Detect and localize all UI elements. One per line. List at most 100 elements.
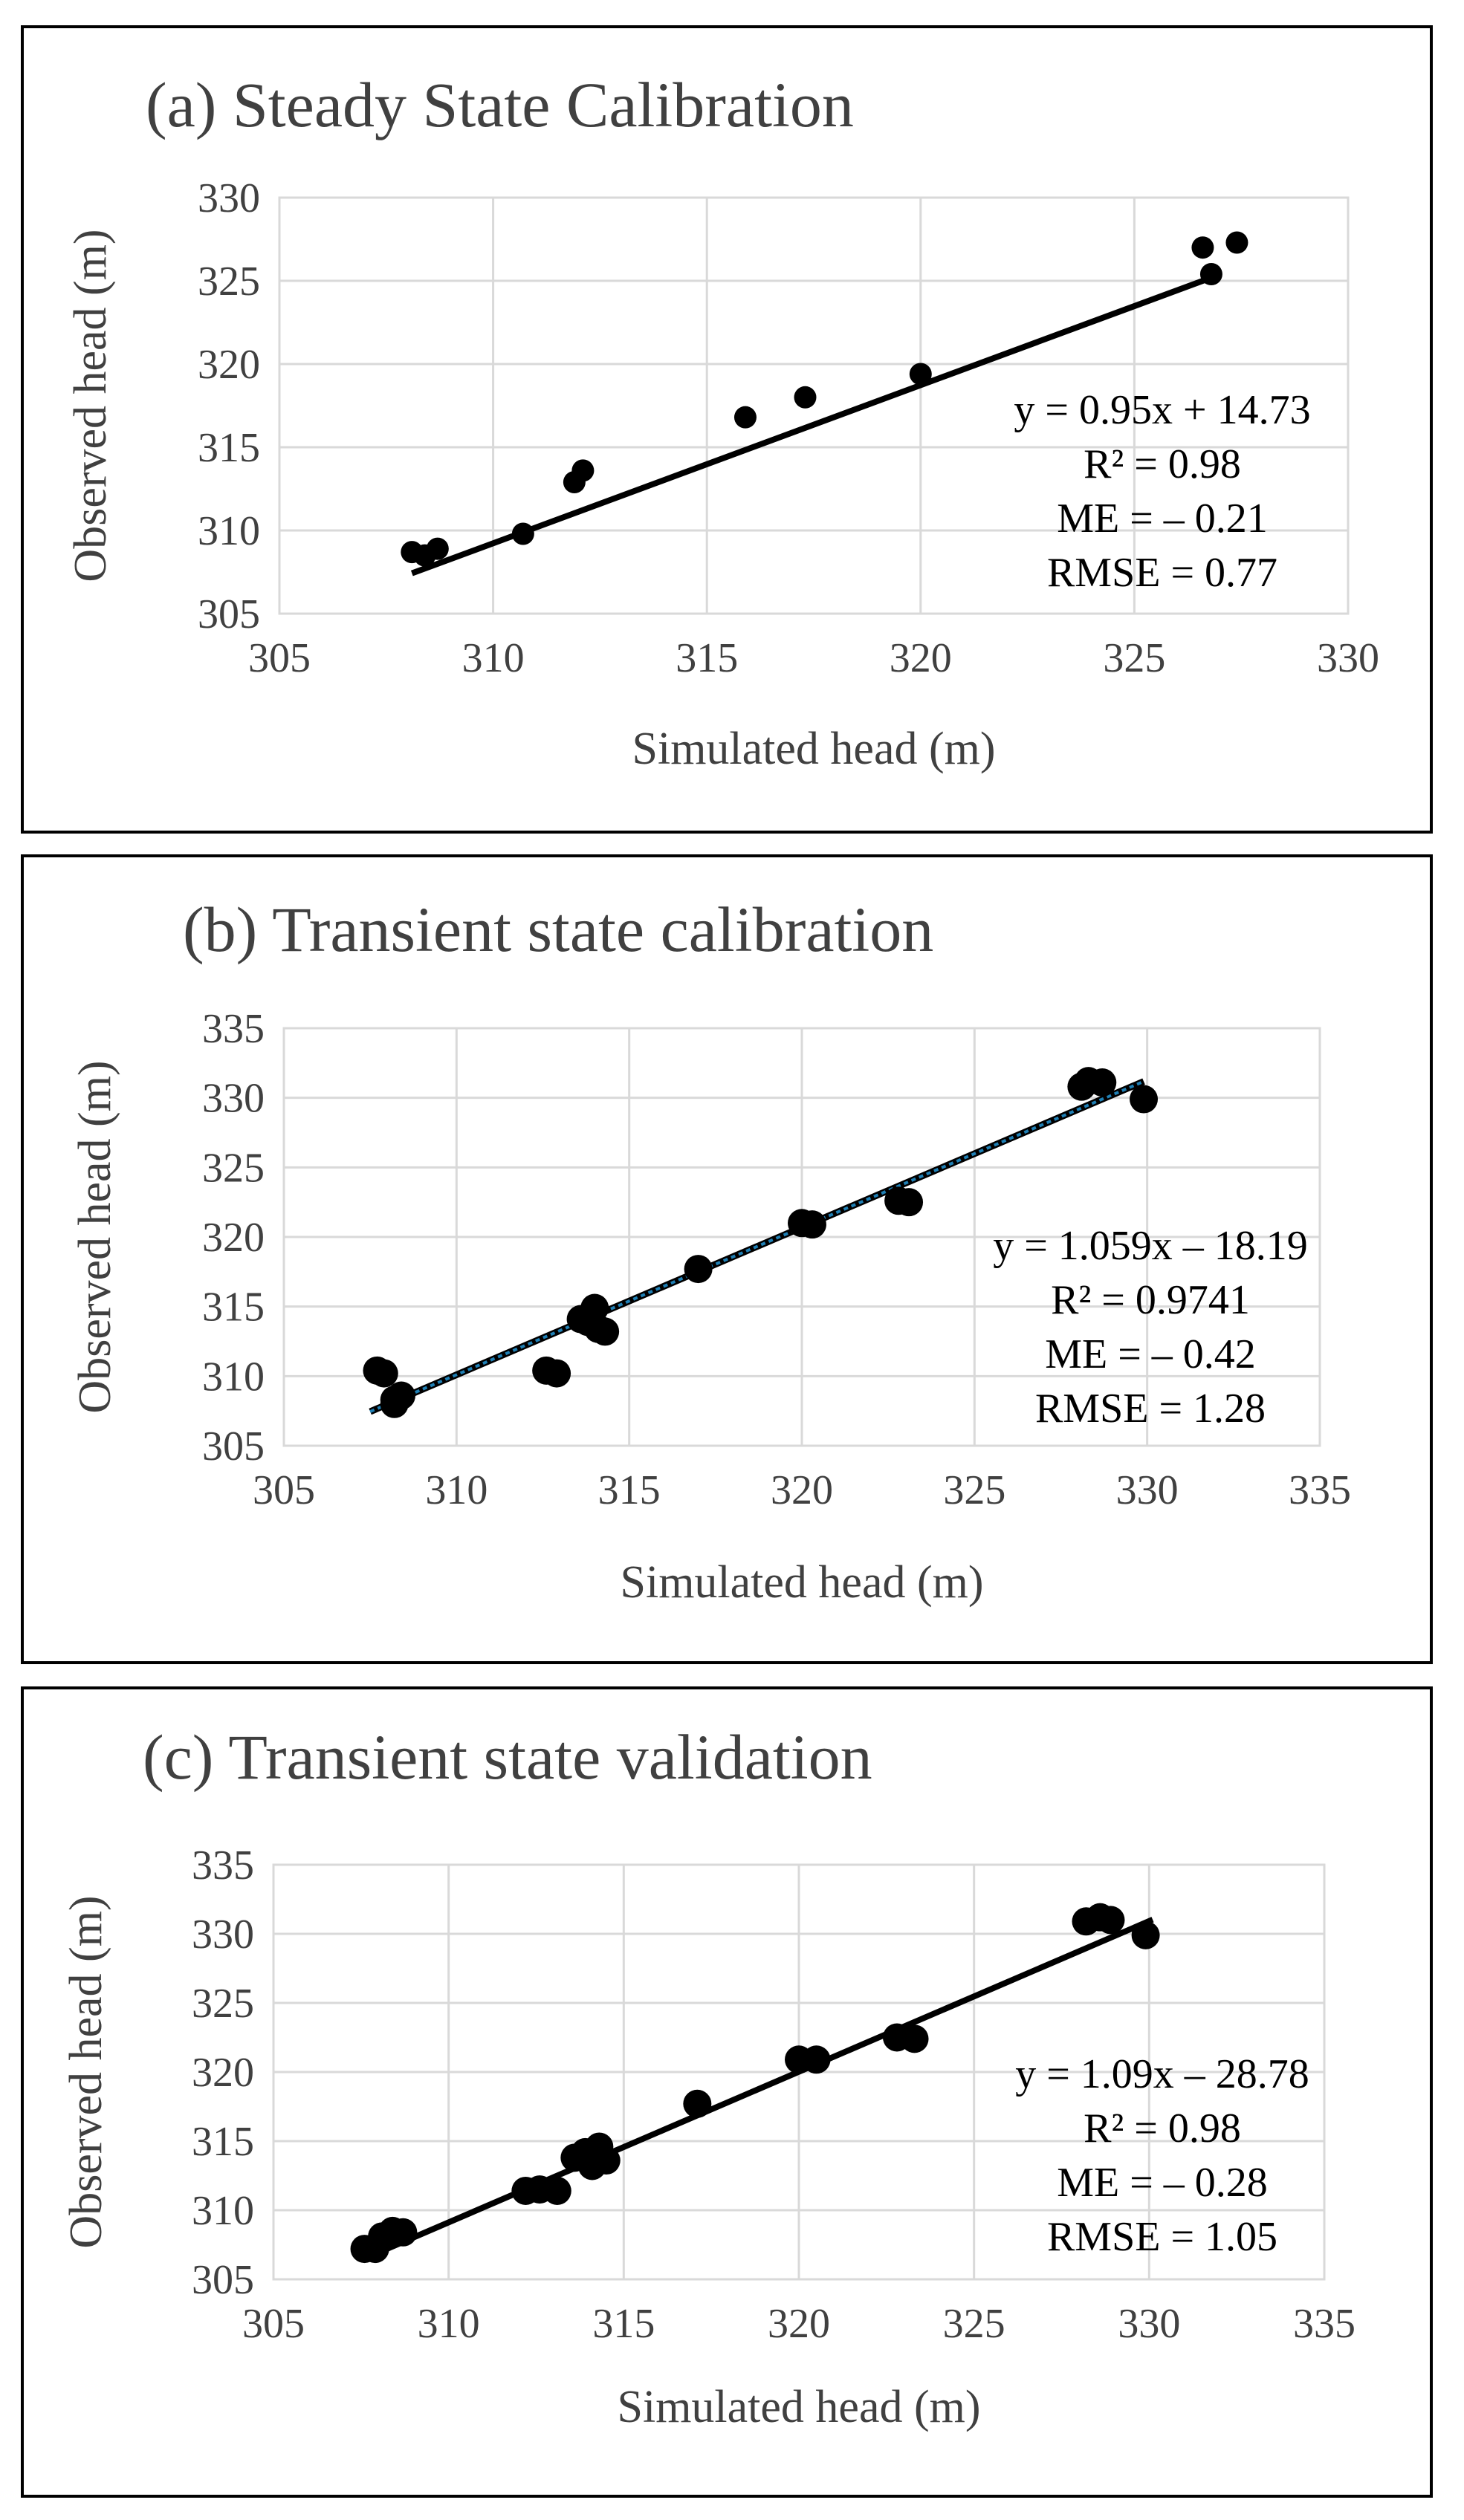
trendline — [369, 1079, 1144, 1413]
y-tick-label: 315 — [202, 1285, 265, 1331]
data-point — [1131, 1920, 1160, 1949]
x-tick-label: 305 — [253, 1467, 315, 1513]
regression-annotation: R² = 0.98 — [1084, 441, 1241, 487]
y-tick-label: 335 — [202, 1006, 265, 1052]
y-tick-label: 310 — [198, 508, 260, 554]
y-tick-label: 305 — [198, 591, 260, 637]
data-point — [802, 2045, 831, 2074]
data-point — [1225, 231, 1248, 254]
data-point — [1096, 1906, 1125, 1935]
data-point — [592, 2146, 621, 2175]
trendline — [410, 271, 1221, 577]
chart-svg-b: (b) Transient state calibration 305 310 315… — [70, 894, 1351, 1608]
data-point — [511, 522, 534, 545]
y-tick-label: 310 — [202, 1354, 265, 1400]
data-point — [900, 2024, 929, 2053]
x-axis-label: Simulated head (m) — [618, 2382, 981, 2432]
data-point — [389, 2218, 418, 2247]
x-tick-label: 310 — [462, 635, 525, 681]
x-tick-label: 315 — [598, 1467, 661, 1513]
y-axis-label: Observed head (m) — [61, 1895, 111, 2248]
regression-annotation: ME = – 0.21 — [1057, 496, 1268, 542]
chart-title: (b) Transient state calibration — [183, 894, 933, 965]
x-tick-label: 325 — [1103, 635, 1165, 681]
data-point — [684, 1255, 713, 1284]
data-point — [794, 386, 817, 409]
data-point — [1199, 263, 1222, 286]
data-point — [733, 406, 757, 429]
plot-area-frame — [278, 196, 1350, 615]
chart-svg-c: (c) Transient state validation 305 310 315 3… — [61, 1721, 1356, 2432]
y-tick-label: 325 — [198, 259, 260, 305]
regression-annotation: RMSE = 0.77 — [1047, 550, 1277, 596]
regression-annotation: R² = 0.9741 — [1051, 1277, 1250, 1323]
data-point — [542, 1359, 571, 1388]
x-tick-label: 330 — [1317, 635, 1379, 681]
data-point — [1191, 236, 1214, 259]
data-point — [571, 459, 595, 482]
chart-panel-c: (c) Transient state validation 305 310 315 3… — [21, 1686, 1433, 2498]
x-tick-label: 310 — [425, 1467, 488, 1513]
y-tick-label: 305 — [202, 1423, 265, 1470]
data-point — [426, 537, 449, 560]
x-tick-label: 305 — [242, 2301, 305, 2347]
x-tick-label: 325 — [943, 1467, 1005, 1513]
data-point — [683, 2089, 712, 2118]
regression-annotation: ME = – 0.28 — [1057, 2160, 1268, 2206]
x-tick-label: 320 — [771, 1467, 833, 1513]
x-tick-label: 310 — [418, 2301, 480, 2347]
y-tick-label: 310 — [192, 2188, 254, 2234]
trendline — [363, 1917, 1154, 2261]
regression-annotation: y = 1.09x – 28.78 — [1015, 2051, 1309, 2097]
regression-annotation: RMSE = 1.05 — [1047, 2214, 1277, 2260]
x-axis-label: Simulated head (m) — [632, 724, 996, 774]
x-tick-label: 325 — [943, 2301, 1005, 2347]
x-tick-label: 320 — [890, 635, 952, 681]
x-tick-label: 315 — [676, 635, 738, 681]
chart-panel-b: (b) Transient state calibration 305 310 315… — [21, 854, 1433, 1664]
data-point — [591, 1317, 620, 1346]
y-tick-label: 325 — [202, 1145, 265, 1191]
y-axis-label: Observed head (m) — [70, 1060, 120, 1413]
x-tick-label: 335 — [1293, 2301, 1356, 2347]
regression-annotation: y = 0.95x + 14.73 — [1014, 387, 1310, 433]
y-tick-label: 315 — [192, 2119, 254, 2165]
regression-annotation: ME = – 0.42 — [1045, 1331, 1256, 1377]
y-tick-label: 335 — [192, 1842, 254, 1889]
y-axis-label: Observed head (m) — [65, 229, 116, 582]
data-point — [369, 1359, 398, 1388]
x-tick-label: 330 — [1116, 1467, 1179, 1513]
x-tick-label: 320 — [768, 2301, 830, 2347]
chart-svg-a: (a) Steady State Calibration 305 310 315 320… — [65, 69, 1379, 774]
data-point — [895, 1188, 924, 1217]
x-axis-label: Simulated head (m) — [621, 1557, 984, 1608]
y-tick-label: 320 — [202, 1215, 265, 1261]
x-tick-label: 315 — [592, 2301, 655, 2347]
chart-title: (c) Transient state validation — [143, 1721, 872, 1793]
y-tick-label: 320 — [198, 342, 260, 388]
data-point — [542, 2176, 571, 2205]
y-tick-label: 320 — [192, 2050, 254, 2096]
plot-area-frame — [282, 1027, 1321, 1447]
x-tick-label: 335 — [1289, 1467, 1351, 1513]
data-point — [909, 363, 932, 386]
data-point — [1130, 1085, 1159, 1114]
plot-area-frame — [272, 1863, 1326, 2281]
data-point — [580, 1293, 609, 1322]
chart-title: (a) Steady State Calibration — [146, 69, 854, 140]
regression-annotation: R² = 0.98 — [1084, 2105, 1241, 2152]
y-tick-label: 305 — [192, 2257, 254, 2303]
y-tick-label: 330 — [198, 175, 260, 221]
y-tick-label: 315 — [198, 425, 260, 471]
chart-panel-a: (a) Steady State Calibration 305 310 315 320… — [21, 25, 1433, 834]
y-tick-label: 330 — [192, 1912, 254, 1958]
regression-annotation: RMSE = 1.28 — [1035, 1386, 1266, 1432]
data-point — [380, 1389, 409, 1418]
data-point — [797, 1210, 826, 1239]
y-tick-label: 325 — [192, 1981, 254, 2027]
regression-annotation: y = 1.059x – 18.19 — [993, 1223, 1308, 1269]
x-tick-label: 330 — [1118, 2301, 1180, 2347]
y-tick-label: 330 — [202, 1076, 265, 1122]
x-tick-label: 305 — [248, 635, 311, 681]
data-point — [1088, 1068, 1117, 1097]
